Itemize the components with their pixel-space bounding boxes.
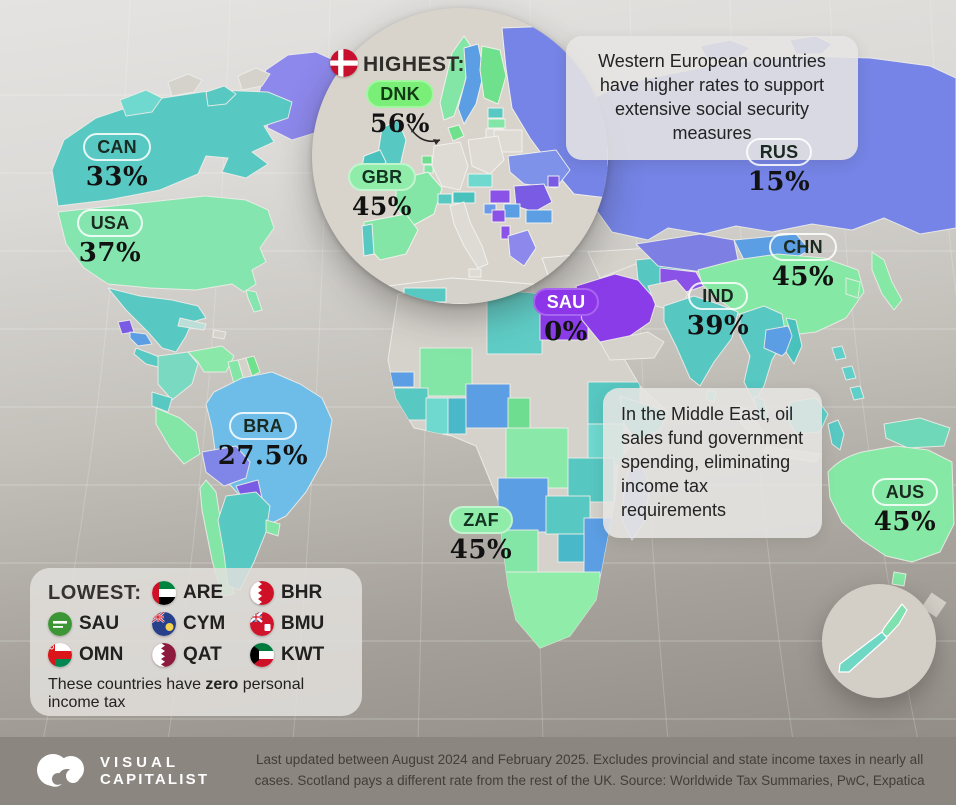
sau-rate: 0% [544, 317, 588, 347]
ind-rate: 39% [686, 311, 750, 341]
india-shape [663, 295, 739, 387]
dnk-rate: 56% [369, 109, 431, 138]
chn-pill: CHN [769, 233, 837, 261]
zaf-rate: 45% [449, 535, 513, 565]
gbr-rate: 45% [351, 192, 413, 221]
cym-flag-icon [152, 612, 176, 636]
qat-flag-icon [152, 643, 176, 667]
label-gbr: GBR 45% [340, 163, 424, 221]
china-shape [697, 253, 865, 337]
bhr-flag-icon [250, 581, 274, 605]
mexico-shape [107, 287, 207, 353]
label-usa: USA 37% [70, 209, 150, 268]
lowest-item-are: ARE [152, 581, 250, 605]
lowest-item-sau: SAU [48, 612, 152, 636]
label-chn: CHN 45% [763, 233, 843, 292]
rus-pill: RUS [745, 138, 813, 166]
lowest-panel: LOWEST: ARE BHR [30, 568, 362, 716]
rus-rate: 15% [747, 167, 811, 197]
bra-rate: 27.5% [217, 441, 309, 471]
can-pill: CAN [83, 133, 151, 161]
label-rus: RUS 15% [739, 138, 819, 197]
lowest-item-qat: QAT [152, 643, 250, 667]
new-zealand-map [838, 603, 908, 673]
denmark-shape [447, 124, 465, 142]
canada-shape [51, 89, 293, 207]
lowest-item-bmu: BMU [250, 612, 346, 636]
footer-bar: VISUAL CAPITALIST Last updated between A… [0, 737, 956, 805]
new-zealand-magnifier [822, 584, 936, 698]
gbr-pill: GBR [347, 163, 417, 191]
lowest-label: LOWEST: [48, 581, 142, 604]
usa-rate: 37% [78, 238, 142, 268]
highest-label: HIGHEST: [363, 53, 466, 76]
usa-shape [57, 195, 275, 293]
bmu-flag-icon [250, 612, 274, 636]
aus-rate: 45% [873, 507, 937, 537]
lowest-item-bhr: BHR [250, 581, 346, 605]
lowest-item-kwt: KWT [250, 643, 346, 667]
dnk-pill: DNK [366, 80, 434, 108]
are-flag-icon [152, 581, 176, 605]
lowest-item-omn: OMN [48, 643, 152, 667]
footer-source-text: Last updated between August 2024 and Feb… [254, 752, 925, 788]
sau-pill: SAU [532, 288, 600, 316]
usa-pill: USA [76, 209, 144, 237]
label-aus: AUS 45% [865, 478, 945, 537]
zaf-pill: ZAF [449, 506, 513, 534]
europe-magnifier [312, 8, 608, 304]
chn-rate: 45% [771, 262, 835, 292]
kwt-flag-icon [250, 643, 274, 667]
omn-flag-icon [48, 643, 72, 667]
bra-pill: BRA [229, 412, 297, 440]
label-dnk: DNK 56% [358, 80, 442, 138]
visual-capitalist-logo: VISUAL CAPITALIST [34, 749, 209, 793]
lowest-item-cym: CYM [152, 612, 250, 636]
label-can: CAN 33% [77, 133, 157, 192]
can-rate: 33% [85, 162, 149, 192]
label-bra: BRA 27.5% [217, 412, 309, 471]
middle-east-callout: In the Middle East, oil sales fund gover… [603, 388, 822, 538]
ind-pill: IND [688, 282, 748, 310]
denmark-flag-icon [330, 49, 358, 77]
label-sau: SAU 0% [526, 288, 606, 347]
lowest-caption: These countries have zero personal incom… [48, 676, 305, 711]
visual-capitalist-logo-icon [37, 754, 84, 787]
label-ind: IND 39% [678, 282, 758, 341]
visual-capitalist-wordmark: VISUAL CAPITALIST [100, 753, 210, 788]
label-zaf: ZAF 45% [441, 506, 521, 565]
saudi-arabia-shape [575, 273, 659, 343]
sau-flag-icon [48, 612, 72, 636]
western-europe-callout: Western European countries have higher r… [566, 36, 858, 160]
aus-pill: AUS [871, 478, 939, 506]
